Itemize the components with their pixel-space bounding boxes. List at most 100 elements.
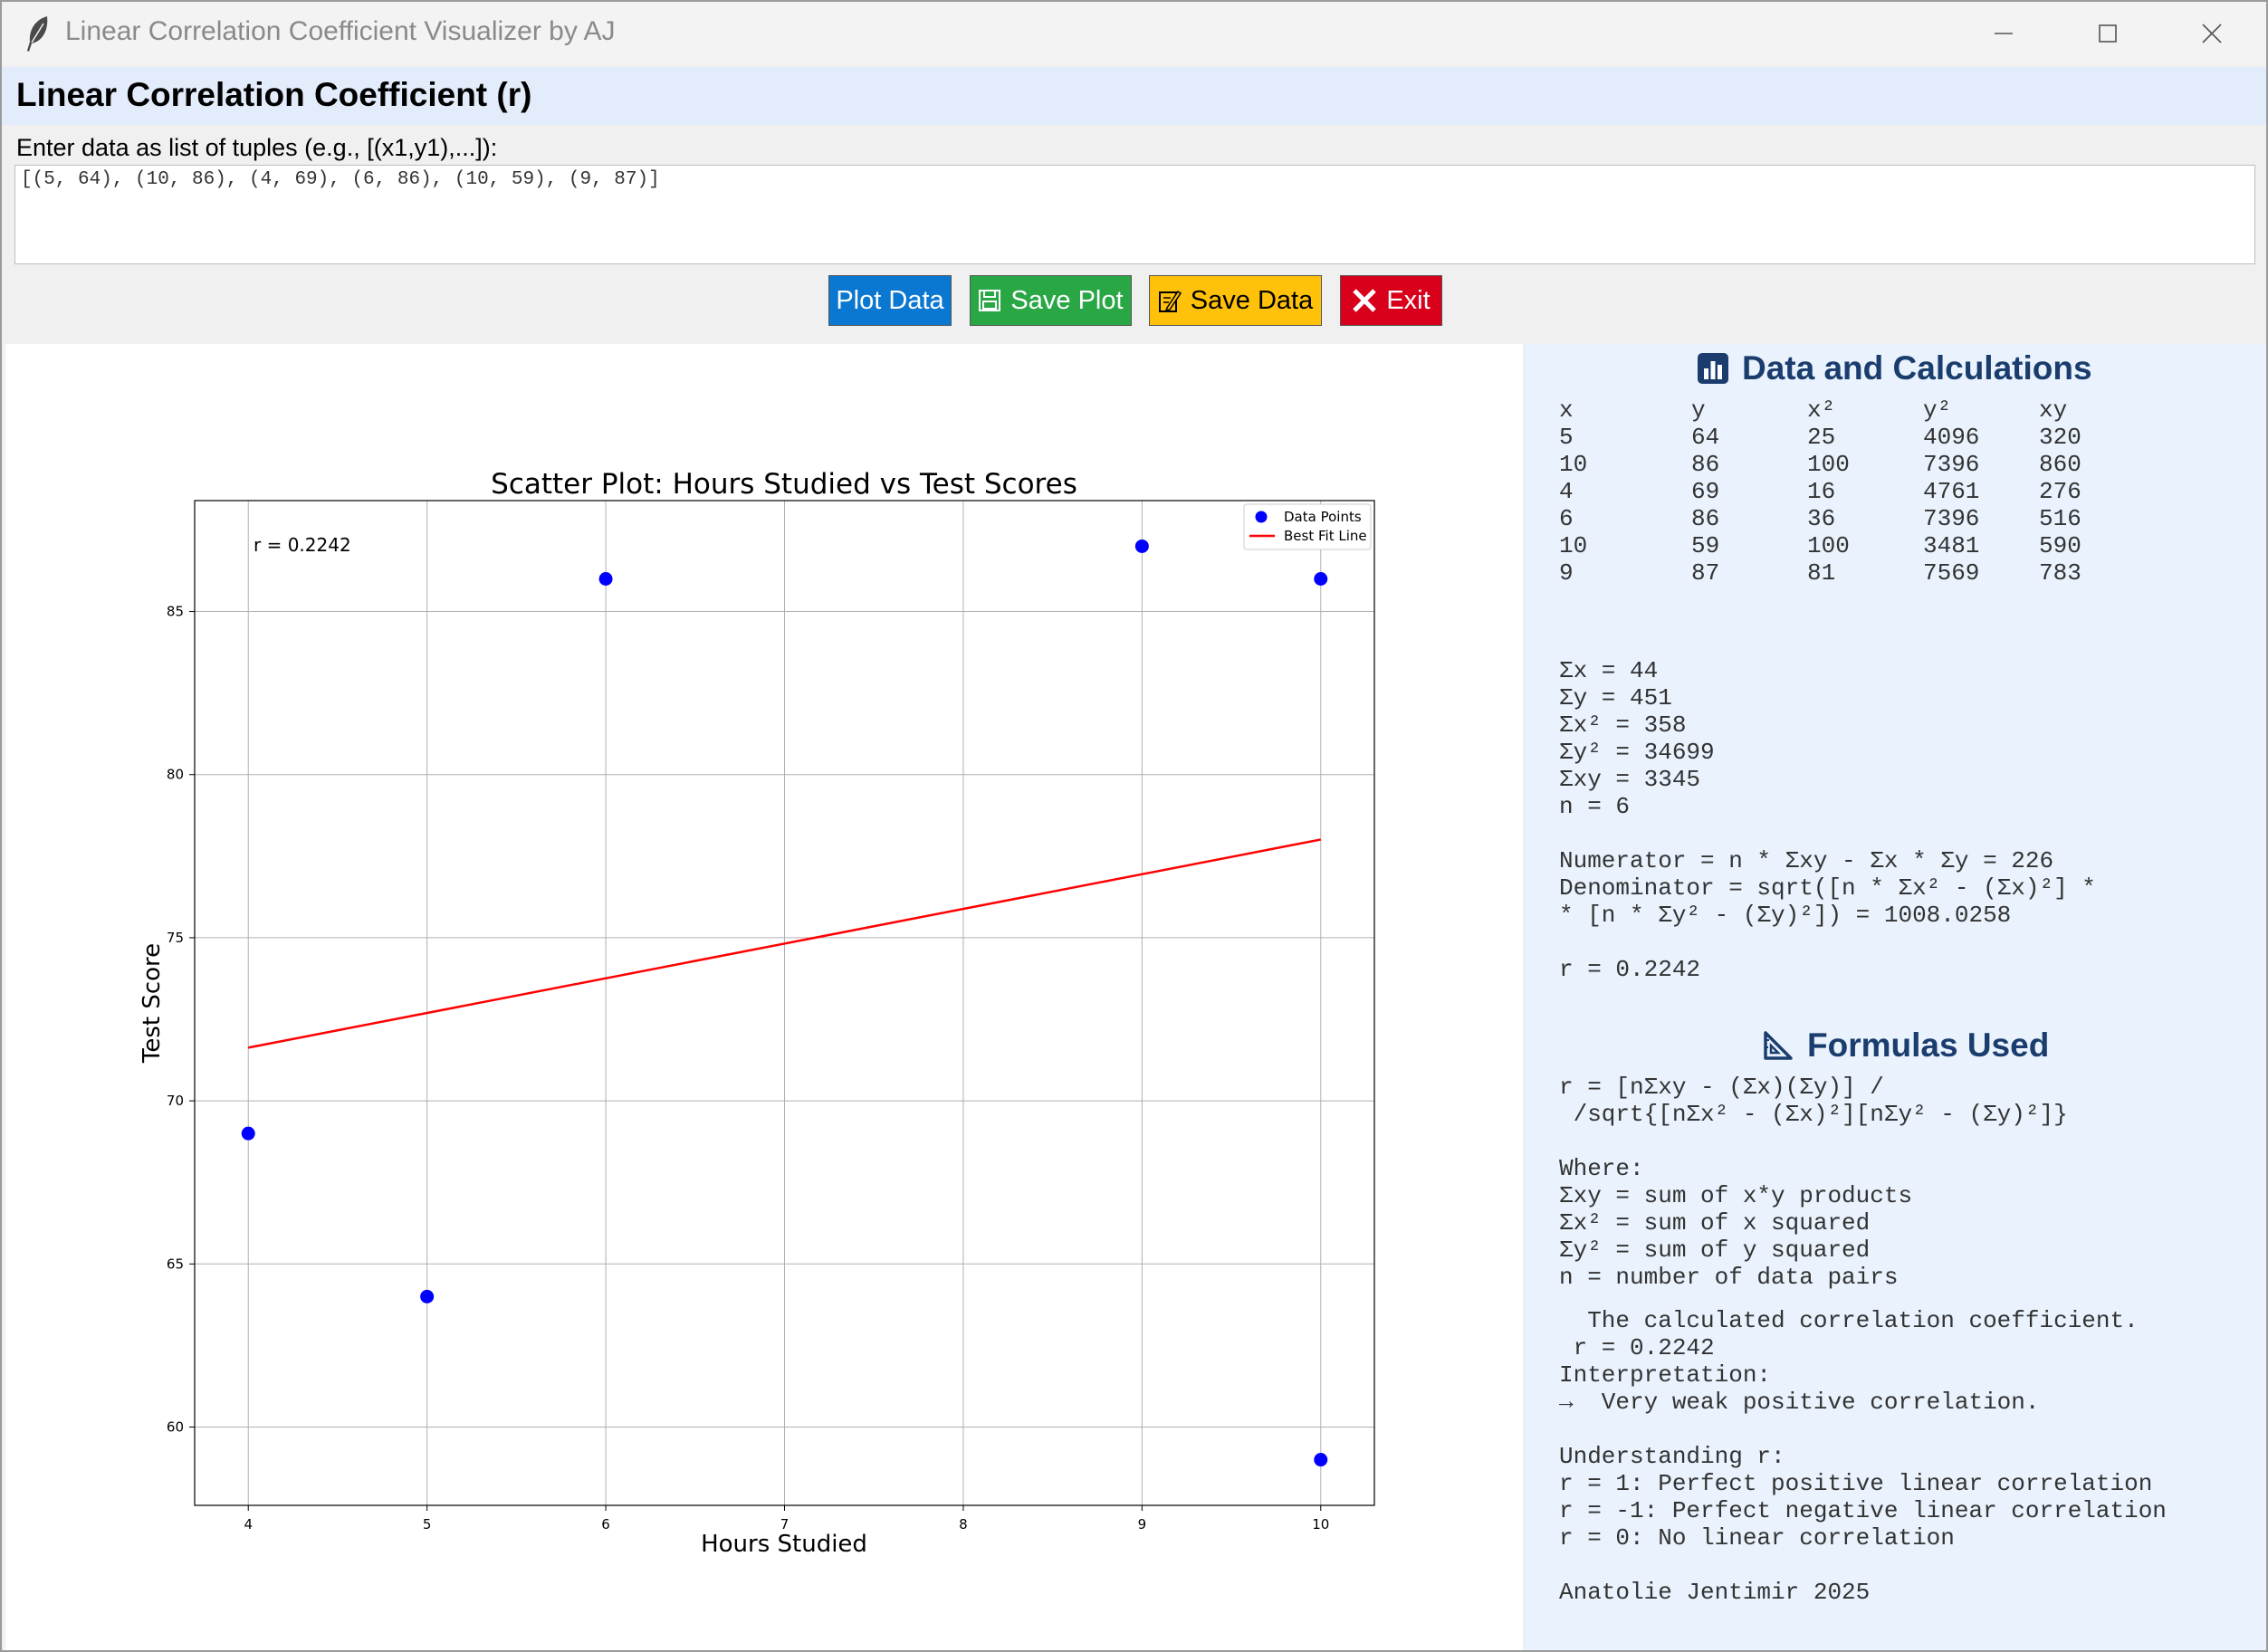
table-cell: 10 xyxy=(1559,451,1588,478)
table-cell: 87 xyxy=(1691,559,1720,587)
plot-data-button[interactable]: Plot Data xyxy=(828,275,952,326)
r-annotation: r = 0.2242 xyxy=(254,534,351,556)
table-cell: 64 xyxy=(1691,424,1720,451)
table-cell: 783 xyxy=(2039,559,2081,587)
table-cell: 860 xyxy=(2039,451,2081,478)
table-cell: 100 xyxy=(1807,451,1850,478)
maximize-button[interactable] xyxy=(2056,2,2160,65)
understanding-label: Understanding r: xyxy=(1559,1443,1785,1470)
where-sx2: Σx² = sum of x squared xyxy=(1559,1209,1871,1237)
exit-label: Exit xyxy=(1386,285,1431,315)
best-fit-line xyxy=(247,838,1322,1049)
legend-marker-data-points xyxy=(1255,511,1268,523)
table-header-row: x y x² y² xy xyxy=(1559,396,2129,424)
bar-chart-icon xyxy=(1698,353,1728,384)
table-header: y² xyxy=(1923,396,1952,424)
y-tick-label: 65 xyxy=(167,1256,184,1272)
denominator-line-2: * [n * Σy² - (Σy)²]) = 1008.0258 xyxy=(1559,902,2012,929)
numerator-line: Numerator = n * Σxy - Σx * Σy = 226 xyxy=(1559,847,2054,874)
table-cell: 6 xyxy=(1559,505,1574,532)
y-tick-label: 85 xyxy=(167,604,184,620)
table-cell: 276 xyxy=(2039,478,2081,505)
plot-area: Scatter Plot: Hours Studied vs Test Scor… xyxy=(5,344,1523,1650)
chart-frame xyxy=(194,500,1375,1506)
table-header: x xyxy=(1559,396,1574,424)
table-cell: 590 xyxy=(2039,532,2081,559)
table-cell: 3481 xyxy=(1923,532,1980,559)
page-title: Linear Correlation Coefficient (r) xyxy=(16,76,532,113)
legend-box xyxy=(1243,503,1372,550)
data-point xyxy=(1134,539,1149,553)
memo-pencil-icon xyxy=(1158,290,1182,312)
formula-line-1: r = [nΣxy - (Σx)(Σy)] / xyxy=(1559,1074,1884,1101)
data-input-label: Enter data as list of tuples (e.g., [(x1… xyxy=(16,134,498,161)
calculated-note: The calculated correlation coefficient. xyxy=(1559,1307,2139,1334)
where-sy2: Σy² = sum of y squared xyxy=(1559,1237,1871,1264)
table-row: 9 87 81 7569 783 xyxy=(1559,559,2129,587)
title-bar[interactable]: Linear Correlation Coefficient Visualize… xyxy=(2,2,2266,65)
y-tick-label: 80 xyxy=(167,767,184,783)
floppy-disk-icon xyxy=(979,290,1001,311)
y-tick-label: 60 xyxy=(167,1419,184,1436)
table-cell: 16 xyxy=(1807,478,1836,505)
save-data-button[interactable]: Save Data xyxy=(1149,275,1322,326)
table-cell: 36 xyxy=(1807,505,1836,532)
table-header: y xyxy=(1691,396,1706,424)
x-axis-label: Hours Studied xyxy=(701,1531,867,1558)
formulas-heading-label: Formulas Used xyxy=(1807,1027,2050,1064)
table-cell: 25 xyxy=(1807,424,1836,451)
understanding-negative: r = -1: Perfect negative linear correlat… xyxy=(1559,1497,2167,1524)
table-row: 4 69 16 4761 276 xyxy=(1559,478,2129,505)
formulas-heading: Formulas Used xyxy=(1762,1027,2049,1065)
scatter-chart: Scatter Plot: Hours Studied vs Test Scor… xyxy=(139,468,1375,1558)
table-cell: 516 xyxy=(2039,505,2081,532)
sum-x-squared: Σx² = 358 xyxy=(1559,711,1687,739)
x-tick-label: 7 xyxy=(780,1516,789,1533)
x-tick-label: 4 xyxy=(244,1516,253,1533)
x-mark-icon xyxy=(1353,289,1377,312)
author-footer: Anatolie Jentimir 2025 xyxy=(1559,1579,1871,1606)
table-header: xy xyxy=(2039,396,2068,424)
maximize-icon xyxy=(2099,24,2117,43)
close-icon xyxy=(2202,24,2222,43)
chart-legend: Data Points Best Fit Line xyxy=(1243,503,1372,550)
plot-data-label: Plot Data xyxy=(836,285,944,315)
x-tick-label: 8 xyxy=(959,1516,968,1533)
table-cell: 4096 xyxy=(1923,424,1980,451)
data-table: x y x² y² xy 5 64 25 4096 320 10 86 100 … xyxy=(1559,396,2129,587)
sample-size: n = 6 xyxy=(1559,793,1631,820)
table-row: 5 64 25 4096 320 xyxy=(1559,424,2129,451)
where-sxy: Σxy = sum of x*y products xyxy=(1559,1182,1913,1209)
triangle-ruler-icon xyxy=(1764,1031,1793,1060)
sum-xy: Σxy = 3345 xyxy=(1559,766,1701,793)
understanding-zero: r = 0: No linear correlation xyxy=(1559,1524,1955,1552)
table-cell: 9 xyxy=(1559,559,1574,587)
data-point xyxy=(1314,571,1328,586)
legend-label-fit-line: Best Fit Line xyxy=(1284,528,1367,544)
close-button[interactable] xyxy=(2160,2,2264,65)
header-bar: Linear Correlation Coefficient (r) xyxy=(2,67,2266,125)
y-axis-label: Test Score xyxy=(139,943,166,1064)
legend-label-data-points: Data Points xyxy=(1284,509,1362,525)
minimize-icon xyxy=(1995,33,2013,34)
chart-ticks: 4 5 6 7 8 9 10 60 65 70 75 80 85 xyxy=(167,604,1329,1533)
minimize-button[interactable] xyxy=(1952,2,2056,65)
chart-grid xyxy=(195,501,1374,1505)
x-tick-label: 9 xyxy=(1138,1516,1147,1533)
data-heading-label: Data and Calculations xyxy=(1742,349,2092,387)
formula-line-2: /sqrt{[nΣx² - (Σx)²][nΣy² - (Σy)²]} xyxy=(1559,1101,2068,1128)
where-label: Where: xyxy=(1559,1155,1644,1182)
y-tick-label: 70 xyxy=(167,1093,184,1109)
interpretation-label: Interpretation: xyxy=(1559,1361,1772,1389)
understanding-positive: r = 1: Perfect positive linear correlati… xyxy=(1559,1470,2153,1497)
table-cell: 81 xyxy=(1807,559,1836,587)
save-plot-button[interactable]: Save Plot xyxy=(970,275,1132,326)
table-cell: 100 xyxy=(1807,532,1850,559)
data-input[interactable]: [(5, 64), (10, 86), (4, 69), (6, 86), (1… xyxy=(14,165,2255,264)
table-cell: 69 xyxy=(1691,478,1720,505)
table-cell: 59 xyxy=(1691,532,1720,559)
where-n: n = number of data pairs xyxy=(1559,1264,1899,1291)
x-tick-label: 10 xyxy=(1312,1516,1329,1533)
exit-button[interactable]: Exit xyxy=(1340,275,1442,326)
r-result: r = 0.2242 xyxy=(1559,956,1701,983)
